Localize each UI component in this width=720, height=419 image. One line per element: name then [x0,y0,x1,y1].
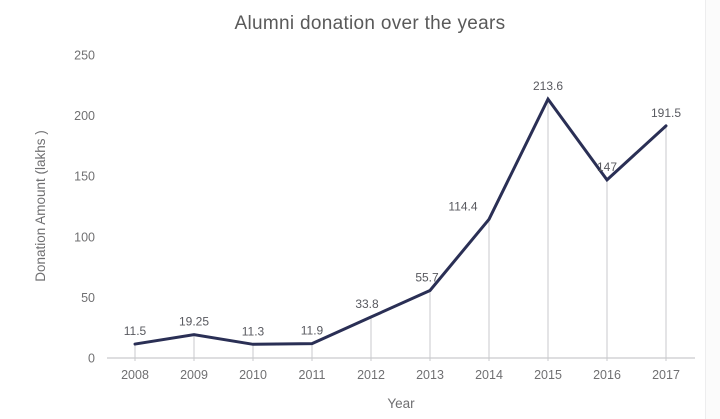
x-tick-label: 2011 [299,368,326,382]
data-label: 213.6 [533,79,563,93]
y-tick-label: 0 [88,352,95,366]
x-tick-label: 2012 [357,368,385,382]
x-tick-label: 2015 [534,368,562,382]
y-axis-title: Donation Amount (lakhs ) [33,130,48,282]
x-tick-label: 2014 [475,368,503,382]
data-label: 114.4 [448,199,477,213]
y-tick-label: 100 [74,230,95,244]
y-tick-label: 150 [74,170,95,184]
data-label: 33.8 [355,297,379,311]
data-label: 11.3 [242,324,265,338]
data-label: 55.7 [415,270,439,284]
x-tick-label: 2013 [416,368,444,382]
data-label: 11.5 [124,324,147,338]
x-tick-label: 2016 [593,368,621,382]
x-tick-label: 2017 [652,368,680,382]
slide-right-edge [705,0,720,419]
data-label: 191.5 [651,106,681,120]
y-tick-label: 50 [81,291,95,305]
chart-title: Alumni donation over the years [234,13,506,34]
donation-line-series [133,96,668,346]
y-tick-label: 200 [74,109,95,123]
y-tick-label: 250 [74,49,95,63]
x-tick-label: 2009 [180,368,208,382]
plot-layer: 11.5 19.25 11.3 11.9 33.8 55.7 114.4 213.6 147 19… [74,49,695,382]
x-tick-label: 2008 [121,368,149,382]
data-label: 19.25 [179,315,209,329]
x-tick-label: 2010 [239,368,267,382]
data-label: 11.9 [301,324,324,338]
x-axis-title: Year [387,396,415,411]
data-label: 147 [597,160,617,174]
